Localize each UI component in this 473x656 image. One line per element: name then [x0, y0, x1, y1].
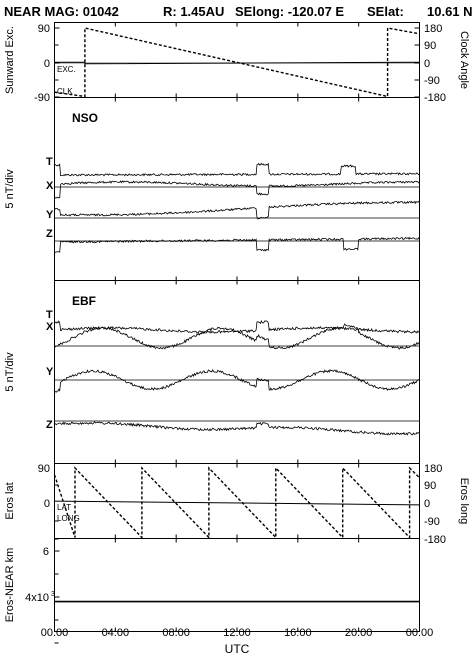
nso-comp-label: Z — [46, 228, 53, 240]
sunward-ytick-right: -90 — [424, 75, 440, 87]
eros-ytick-right: -180 — [424, 534, 446, 546]
x-tick-label: 20:00 — [345, 627, 373, 639]
ylabel-eros-near: Eros-NEAR km — [4, 548, 16, 623]
eros-yticks-left: 90 0 — [38, 463, 59, 540]
annotation-long: LONG — [57, 514, 80, 523]
dist-ytick: 6 — [43, 546, 49, 558]
eros-ytick-right: 180 — [424, 463, 442, 475]
sunward-ytick-right: 0 — [424, 58, 430, 70]
sunward-ytick-right: 180 — [424, 23, 442, 35]
nso-comp-label: T — [46, 156, 53, 168]
ylabel-eros-long: Eros long — [458, 478, 470, 524]
ebf-label: EBF — [72, 294, 96, 308]
eros-yticks-right: 180 90 0 -90 -180 — [424, 463, 446, 546]
panel-nso: NSO 5 nT/div TX YZ — [4, 111, 420, 254]
ebf-comp-label: Z — [46, 419, 53, 431]
nso-comp-label: X — [46, 180, 54, 192]
panel-sunward-frame — [54, 22, 420, 98]
x-axis: 00:00 04:00 08:00 12:00 16:00 20:00 00:00 — [41, 22, 434, 639]
panel-ebf: EBF 5 nT/div TX Y Z — [4, 294, 420, 436]
nso-components: TX YZ — [46, 156, 420, 254]
sunward-ytick-right: -180 — [424, 92, 446, 104]
dist-ytick-exponent: 3 — [51, 591, 55, 598]
header-r: R: 1.45AU — [163, 4, 224, 19]
ylabel-ebf: 5 nT/div — [4, 352, 16, 392]
x-tick-label: 04:00 — [102, 627, 130, 639]
sunward-ytick-left: 90 — [38, 23, 50, 35]
x-tick-label: 16:00 — [284, 627, 312, 639]
x-axis-label: UTC — [225, 642, 250, 656]
panel-eros-latlong: 90 0 180 90 0 -90 -180 LAT LONG Eros lat Eros… — [4, 463, 470, 546]
dist-ytick: 4x10 — [25, 592, 49, 604]
eros-ytick-right: -90 — [424, 516, 440, 528]
eros-ytick-right: 0 — [424, 498, 430, 510]
sunward-ytick-left: 0 — [44, 58, 50, 70]
ylabel-eros-lat: Eros lat — [4, 482, 16, 519]
eros-ytick-left: 0 — [44, 498, 50, 510]
panel-ebf-frame — [54, 280, 420, 464]
ebf-comp-label: X — [46, 321, 54, 333]
ebf-comp-label: Y — [46, 366, 54, 378]
panel-eros-near: 6 4x10 3 Eros-NEAR km — [4, 546, 420, 644]
header-selat-value: 10.61 N — [427, 4, 473, 19]
eros-ytick-right: 90 — [424, 480, 436, 492]
header-selat: SElat: — [367, 4, 404, 19]
annotation-lat: LAT — [57, 503, 71, 512]
series-eros-long — [53, 466, 420, 540]
ebf-components: TX Y Z — [46, 309, 420, 436]
ebf-trace — [54, 421, 420, 436]
annotation-clk: CLK — [57, 87, 73, 96]
series-clock-angle — [54, 27, 420, 98]
nso-label: NSO — [72, 111, 98, 125]
x-tick-label: 12:00 — [223, 627, 251, 639]
sunward-ytick-right: 90 — [424, 40, 436, 52]
sunward-ytick-left: -90 — [34, 92, 50, 104]
nso-trace — [54, 180, 420, 199]
annotation-exc: EXC. — [57, 65, 76, 74]
x-tick-label: 08:00 — [162, 627, 190, 639]
ylabel-nso: 5 nT/div — [4, 169, 16, 209]
ebf-comp-label: T — [46, 309, 53, 321]
ebf-trace — [54, 368, 420, 393]
dist-yticks: 6 4x10 3 — [25, 546, 60, 644]
series-eros-lat — [54, 500, 420, 506]
x-tick-label: 00:00 — [406, 627, 434, 639]
panel-eros-latlong-frame — [54, 463, 420, 539]
nso-trace — [54, 236, 420, 254]
x-tick-label: 00:00 — [41, 627, 69, 639]
header: NEAR MAG: 01042 R: 1.45AU SElong: -120.0… — [4, 4, 473, 19]
ylabel-clock-angle: Clock Angle — [458, 31, 470, 89]
header-selong: SElong: -120.07 E — [235, 4, 344, 19]
eros-series — [53, 466, 420, 540]
panel-eros-near-frame — [54, 538, 420, 632]
sunward-series — [54, 27, 420, 98]
ylabel-sunward: Sunward Exc. — [4, 26, 16, 94]
header-title: NEAR MAG: 01042 — [4, 4, 119, 19]
panel-nso-frame — [54, 97, 420, 281]
ebf-trace — [54, 323, 420, 350]
nso-trace — [54, 162, 420, 177]
nso-comp-label: Y — [46, 209, 54, 221]
nso-trace — [54, 200, 420, 220]
sunward-yticks-right: 180 90 0 -90 -180 — [414, 23, 446, 104]
panel-sunward: 90 0 -90 180 90 0 -90 -180 EXC. CLK Sunward Ex… — [4, 23, 470, 104]
eros-ytick-left: 90 — [38, 463, 50, 475]
